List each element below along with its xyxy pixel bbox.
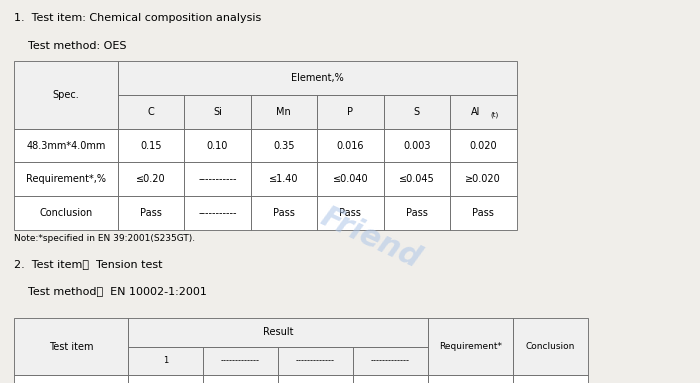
Bar [118, 162, 184, 196]
Bar [353, 375, 428, 383]
Text: 0.35: 0.35 [273, 141, 295, 151]
Bar [317, 95, 384, 129]
Text: Si: Si [213, 107, 222, 117]
Bar [118, 61, 517, 95]
Text: ≤1.40: ≤1.40 [269, 174, 299, 184]
Text: 0.020: 0.020 [470, 141, 497, 151]
Bar [317, 196, 384, 230]
Text: (t): (t) [491, 112, 499, 118]
Text: ≤0.20: ≤0.20 [136, 174, 166, 184]
Text: Conclusion: Conclusion [526, 342, 575, 351]
Text: Test item: Test item [49, 342, 93, 352]
Bar [128, 347, 203, 375]
Text: Element,%: Element,% [290, 73, 344, 83]
Bar [184, 95, 251, 129]
Text: Mn: Mn [276, 107, 291, 117]
Bar [118, 95, 184, 129]
Text: Pass: Pass [406, 208, 428, 218]
Text: 0.15: 0.15 [140, 141, 162, 151]
Text: 0.003: 0.003 [403, 141, 430, 151]
Bar [384, 162, 450, 196]
Bar [450, 95, 517, 129]
Text: Requirement*: Requirement* [439, 342, 502, 351]
Bar [14, 129, 118, 162]
Bar [128, 375, 203, 383]
Bar [317, 129, 384, 162]
Bar [278, 347, 353, 375]
Bar [353, 347, 428, 375]
Text: -------------: ------------- [221, 357, 260, 365]
Bar [278, 375, 353, 383]
Text: Friend: Friend [316, 202, 426, 273]
Bar [384, 196, 450, 230]
Bar [384, 129, 450, 162]
Text: Pass: Pass [273, 208, 295, 218]
Bar [118, 129, 184, 162]
Bar [251, 129, 317, 162]
Text: Pass: Pass [140, 208, 162, 218]
Text: Result: Result [262, 327, 293, 337]
Text: Test method：  EN 10002-1:2001: Test method： EN 10002-1:2001 [14, 286, 207, 296]
Bar [203, 347, 278, 375]
Bar [513, 318, 588, 375]
Text: ≥0.020: ≥0.020 [466, 174, 501, 184]
Text: ≤0.040: ≤0.040 [332, 174, 368, 184]
Bar [184, 196, 251, 230]
Text: P: P [347, 107, 354, 117]
Text: 0.10: 0.10 [206, 141, 228, 151]
Text: 1.  Test item: Chemical composition analysis: 1. Test item: Chemical composition analy… [14, 13, 261, 23]
Text: Pass: Pass [473, 208, 494, 218]
Text: -------------: ------------- [371, 357, 409, 365]
Text: Requirement*,%: Requirement*,% [26, 174, 106, 184]
Bar [251, 95, 317, 129]
Bar [184, 162, 251, 196]
Bar [251, 162, 317, 196]
Text: 0.016: 0.016 [337, 141, 364, 151]
Text: Test method: OES: Test method: OES [14, 41, 127, 51]
Bar [128, 318, 428, 347]
Text: C: C [148, 107, 154, 117]
Bar [428, 375, 513, 383]
Bar [14, 162, 118, 196]
Text: 48.3mm*4.0mm: 48.3mm*4.0mm [26, 141, 106, 151]
Text: 1: 1 [163, 357, 168, 365]
Bar [118, 196, 184, 230]
Bar [450, 162, 517, 196]
Bar [450, 196, 517, 230]
Bar [513, 375, 588, 383]
Bar [251, 196, 317, 230]
Text: Spec.: Spec. [52, 90, 79, 100]
Bar [450, 129, 517, 162]
Bar [14, 196, 118, 230]
Text: Pass: Pass [340, 208, 361, 218]
Text: -----------: ----------- [198, 208, 237, 218]
Text: -----------: ----------- [198, 174, 237, 184]
Bar [203, 375, 278, 383]
Text: Al: Al [470, 107, 480, 117]
Text: Conclusion: Conclusion [39, 208, 92, 218]
Bar [184, 129, 251, 162]
Bar [428, 318, 513, 375]
Text: ≤0.045: ≤0.045 [399, 174, 435, 184]
Text: 2.  Test item：  Tension test: 2. Test item： Tension test [14, 259, 162, 268]
Bar [384, 95, 450, 129]
Text: -------------: ------------- [296, 357, 335, 365]
Bar [317, 162, 384, 196]
Bar [14, 318, 128, 375]
Bar [14, 375, 128, 383]
Bar [14, 61, 118, 129]
Text: Note:*specified in EN 39:2001(S235GT).: Note:*specified in EN 39:2001(S235GT). [14, 234, 195, 242]
Text: S: S [414, 107, 420, 117]
